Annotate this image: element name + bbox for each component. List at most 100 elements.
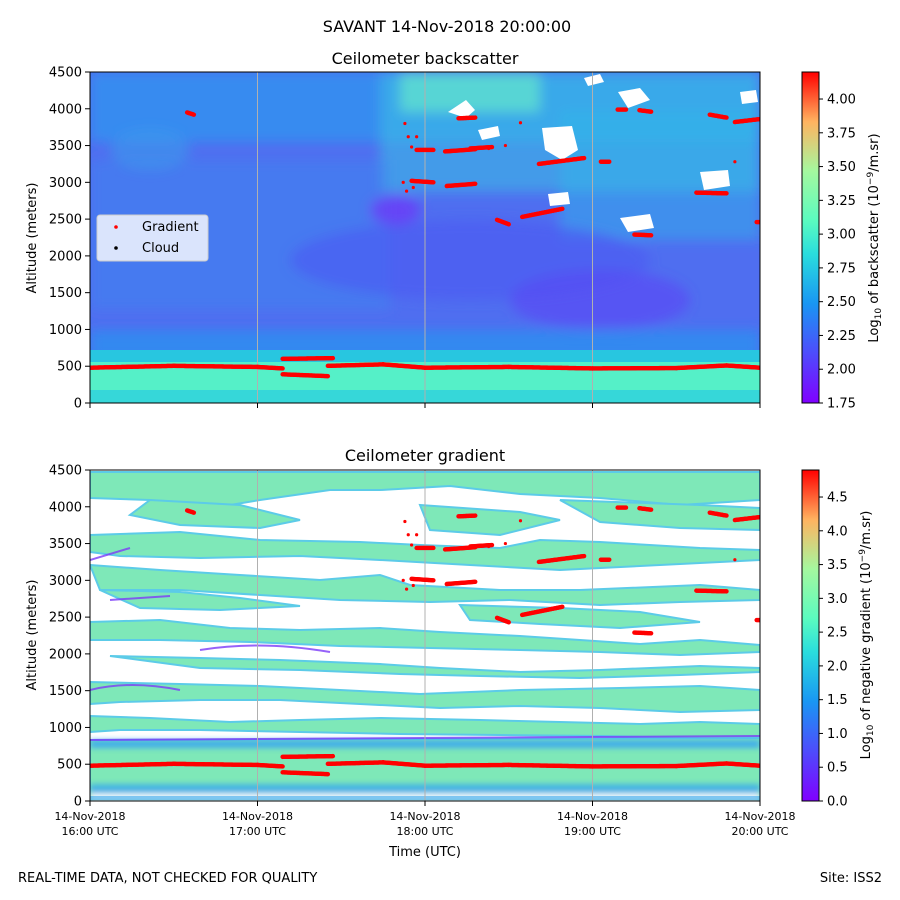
backscatter-y-axis: 0 500 1000 1500 2000 2500 3000 3500 4000 4500 [49, 66, 90, 412]
gradient-point [411, 583, 415, 588]
gradient-y-label: Altitude (meters) [25, 580, 40, 691]
gradient-gradient-points [90, 505, 760, 777]
gradient-point [560, 206, 565, 212]
gradient-layer [444, 579, 478, 587]
y-tick-label: 3500 [49, 139, 82, 154]
gradient-point [191, 510, 197, 515]
y-tick-label: 2500 [49, 213, 82, 228]
figure-title: SAVANT 14-Nov-2018 20:00:00 [323, 17, 571, 36]
x-tick-date: 14-Nov-2018 [724, 810, 795, 823]
gradient-layer [754, 219, 760, 225]
gradient-point [410, 543, 414, 547]
gradient-layer [707, 510, 729, 518]
gradient-point [473, 513, 478, 518]
gradient-layer [615, 107, 629, 112]
gradient-layer [732, 116, 760, 125]
gradient-point [473, 579, 478, 585]
x-tick-date: 14-Nov-2018 [389, 810, 460, 823]
gradient-layer [409, 178, 436, 185]
x-tick-time: 18:00 UTC [396, 825, 453, 838]
gradient-layer [494, 615, 511, 625]
y-tick-label: 4500 [49, 464, 82, 479]
colorbar-tick-label: 1.5 [827, 693, 848, 708]
backscatter-heatmap [90, 72, 760, 403]
gradient-layer [409, 576, 436, 583]
colorbar-tick-label: 3.50 [827, 160, 856, 175]
legend-cloud-label: Cloud [142, 241, 179, 256]
gradient-point [648, 507, 654, 512]
gradient-point [581, 553, 587, 559]
gradient-layer [615, 505, 629, 510]
gradient-point [401, 578, 405, 582]
gradient-point [325, 771, 331, 777]
gradient-point [503, 541, 507, 546]
x-tick-time: 20:00 UTC [731, 825, 788, 838]
gradient-point [757, 219, 760, 225]
gradient-point [403, 121, 407, 126]
gradient-layer [598, 557, 612, 562]
colorbar-tick-label: 1.0 [827, 727, 848, 742]
gradient-point [401, 180, 405, 184]
x-tick-date: 14-Nov-2018 [54, 810, 125, 823]
gradient-point [607, 159, 612, 164]
gradient-point [757, 617, 760, 623]
colorbar-tick-label: 0.5 [827, 761, 848, 776]
gradient-point [431, 578, 436, 583]
gradient-x-label: Time (UTC) [388, 845, 461, 860]
gradient-point [330, 753, 336, 759]
x-tick-time: 17:00 UTC [229, 825, 286, 838]
gradient-point [404, 189, 409, 193]
gradient-point [431, 147, 436, 153]
y-tick-label: 500 [57, 360, 82, 375]
gradient-point [733, 160, 737, 164]
gradient-point [623, 107, 629, 112]
gradient-layer [444, 181, 478, 189]
x-tick-time: 16:00 UTC [61, 825, 118, 838]
gradient-layer [456, 115, 478, 121]
y-tick-label: 3500 [49, 537, 82, 552]
gradient-point [191, 112, 197, 117]
gradient-layer [598, 159, 612, 164]
gradient-layer [536, 553, 587, 565]
gradient-point [648, 233, 654, 238]
y-tick-label: 1500 [49, 286, 82, 301]
colorbar-tick-label: 4.0 [827, 524, 848, 539]
gradient-layer [184, 508, 197, 515]
gradient-layer [280, 372, 331, 379]
gradient-point [757, 116, 760, 122]
gradient-point [503, 143, 507, 148]
y-tick-label: 0 [74, 397, 82, 412]
colorbar-tick-label: 2.00 [827, 363, 856, 378]
gradient-point [415, 533, 419, 537]
gradient-y-axis: 0 500 1000 1500 2000 2500 3000 3500 4000 4500 [49, 464, 90, 810]
gradient-point [724, 191, 729, 196]
backscatter-gradient-points [90, 107, 760, 379]
gradient-point [506, 620, 511, 625]
gradient-point [560, 604, 565, 610]
gradient-point [489, 542, 495, 548]
gradient-point [487, 544, 491, 549]
backscatter-x-ticks [89, 403, 761, 408]
y-tick-label: 1500 [49, 684, 82, 699]
y-tick-label: 0 [74, 795, 82, 810]
y-tick-label: 1000 [49, 323, 82, 338]
gradient-layer [694, 588, 729, 594]
colorbar-tick-label: 4.00 [827, 93, 856, 108]
gradient-layer [90, 363, 285, 371]
y-tick-label: 3000 [49, 176, 82, 191]
gradient-layer [494, 217, 511, 227]
gradient-layer [519, 604, 565, 618]
colorbar-tick-label: 2.50 [827, 295, 856, 310]
y-tick-label: 2000 [49, 249, 82, 264]
gradient-layer [519, 206, 565, 220]
gradient-point [406, 533, 410, 537]
gradient-point [411, 185, 415, 190]
gradient-point [280, 764, 285, 769]
backscatter-colorbar: 1.75 2.00 2.25 2.50 2.75 3.00 3.25 3.50 3.75 4.00… [801, 71, 884, 412]
gradient-panel: Ceilometer gradient [25, 446, 876, 860]
gradient-layer [707, 112, 729, 120]
gradient-layer [632, 630, 654, 636]
gradient-point [581, 155, 587, 161]
gradient-layer [280, 355, 336, 362]
